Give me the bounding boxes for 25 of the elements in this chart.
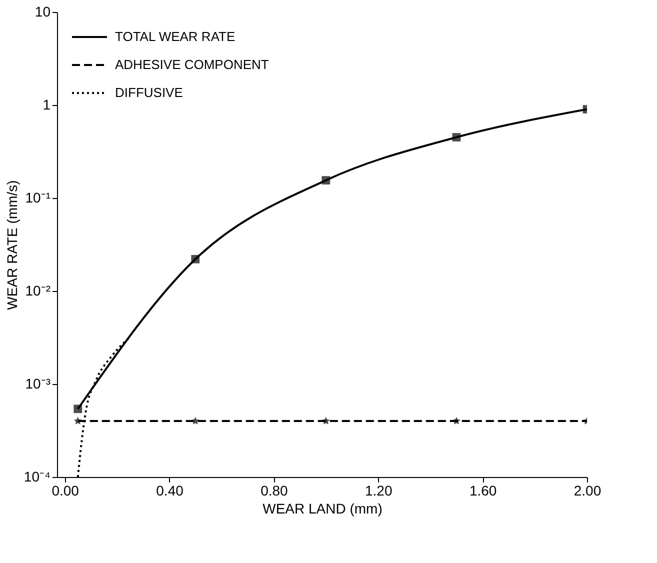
point — [191, 416, 200, 424]
point — [191, 254, 200, 264]
y-tick-label: 10⁻¹ — [25, 190, 51, 206]
x-tick-label: 1.60 — [469, 482, 497, 498]
legend-label: DIFFUSIVE — [115, 85, 184, 100]
legend-label: ADHESIVE COMPONENT — [115, 57, 269, 72]
point — [74, 416, 82, 424]
y-tick-label: 10⁻³ — [25, 376, 51, 392]
point — [452, 416, 460, 424]
x-tick-label: 0.00 — [52, 482, 80, 498]
y-tick-label: 1 — [42, 96, 51, 112]
legend-label: TOTAL WEAR RATE — [115, 29, 236, 44]
point — [452, 133, 461, 142]
x-tick-label: 0.80 — [260, 482, 288, 498]
y-tick-label: 10⁻⁴ — [24, 468, 50, 484]
point — [74, 404, 82, 414]
x-axis-title: WEAR LAND (mm) — [262, 500, 382, 516]
x-tick-label: 2.00 — [574, 482, 602, 498]
point — [322, 176, 330, 184]
point — [322, 416, 330, 424]
y-tick-label: 10 — [34, 4, 51, 20]
y-tick-label: 10⁻² — [25, 282, 51, 298]
x-tick-label: 0.40 — [156, 482, 184, 498]
y-axis-title: WEAR RATE (mm/s) — [4, 180, 20, 310]
x-tick-label: 1.20 — [365, 482, 392, 498]
